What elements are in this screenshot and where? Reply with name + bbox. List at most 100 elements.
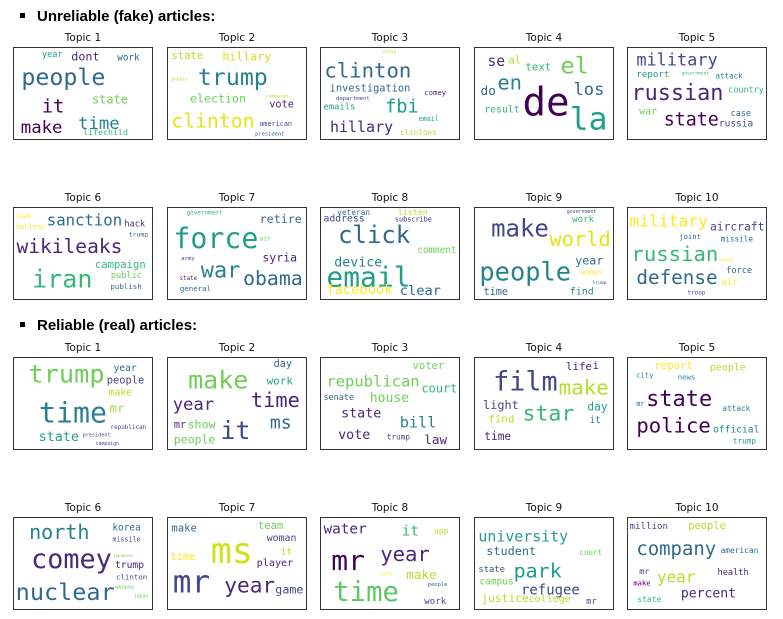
wordcloud-word: troop — [687, 289, 705, 296]
wordcloud-word: clintons — [400, 128, 437, 137]
wordcloud-word: people — [479, 256, 571, 286]
wordcloud-word: korea — [112, 523, 140, 534]
wordcloud-word: find — [488, 413, 514, 426]
wordcloud-word: company — [636, 538, 716, 560]
wordcloud-word: people — [174, 433, 216, 447]
bullet-icon — [20, 12, 25, 18]
wordcloud-word: fbi — [385, 97, 419, 118]
topic-title: Topic 7 — [218, 502, 256, 514]
wordcloud-word: comey — [31, 544, 112, 575]
wordcloud-word: time — [484, 430, 511, 443]
wordcloud-word: republican — [111, 424, 147, 431]
wordcloud-word: city — [380, 571, 393, 577]
wordcloud-word: it — [280, 546, 292, 557]
wordcloud-word: department — [336, 96, 370, 102]
wordcloud-word: mr — [173, 564, 210, 600]
wordcloud-word: people — [710, 363, 746, 374]
wordcloud-word: life — [566, 360, 592, 373]
topic-title: Topic 3 — [371, 342, 409, 354]
wordcloud-word: state — [180, 276, 198, 282]
wordcloud-word: joint — [679, 232, 701, 241]
wordcloud-word: day — [274, 359, 292, 370]
wordcloud-word: vote — [338, 428, 370, 443]
wordcloud-word: state — [646, 387, 712, 412]
wordcloud-word: make — [109, 387, 132, 398]
wordcloud-word: missile — [721, 234, 754, 243]
wordcloud-word: clinton — [324, 58, 411, 82]
wordcloud-word: dont — [71, 50, 99, 64]
wordcloud-word: government — [187, 209, 223, 216]
wordcloud-word: work — [572, 215, 595, 225]
wordcloud-word: military — [629, 212, 708, 231]
topic-title: Topic 9 — [525, 192, 563, 204]
wordcloud-word: show — [187, 417, 216, 431]
wordcloud-word: click — [338, 221, 411, 249]
wordcloud-word: campaign — [96, 441, 119, 447]
wordcloud-word: bill — [400, 413, 437, 431]
topic-title: Topic 2 — [218, 32, 256, 44]
wordcloud-word: vote — [269, 100, 294, 111]
wordcloud-word: trump — [115, 560, 144, 571]
wordcloud-word: mr — [639, 566, 649, 576]
wordcloud-word: player — [257, 558, 294, 569]
wordcloud-word: trump — [198, 64, 268, 91]
wordcloud-word: trump — [387, 432, 411, 441]
wordcloud-word: publish — [110, 282, 141, 291]
wordcloud-word: comey — [424, 88, 447, 97]
wordcloud-word: hack — [124, 219, 146, 229]
wordcloud-word: japan — [134, 593, 149, 599]
wordcloud-word: north — [29, 520, 89, 544]
wordcloud-word: investigation — [330, 82, 411, 94]
wordcloud-word: college — [528, 594, 570, 605]
wordcloud-word: year — [224, 572, 275, 597]
wordcloud-word: comment — [417, 245, 456, 256]
topic-title: Topic 10 — [675, 502, 719, 514]
wordcloud-word: country — [728, 84, 764, 94]
wordcloud-word: obama — [243, 267, 303, 290]
wordcloud-word: do — [481, 83, 496, 98]
wordcloud-canvas: government make work world year woman trump peo… — [474, 207, 614, 300]
wordcloud-word: make — [21, 118, 63, 138]
topic-title: Topic 3 — [371, 32, 409, 44]
wordcloud-word: campaign — [95, 259, 146, 271]
wordcloud-word: time — [333, 577, 399, 608]
wordcloud-word: people — [107, 374, 145, 386]
wordcloud-word: american — [259, 120, 292, 128]
wordcloud-canvas: water it app mr year city make time people work — [320, 517, 460, 610]
wordcloud-word: it — [402, 524, 419, 540]
topic-title: Topic 7 — [218, 192, 256, 204]
wordcloud-word: ms — [211, 531, 253, 572]
topic-title: Topic 8 — [371, 192, 409, 204]
wordcloud-word: clear — [400, 283, 441, 299]
wordcloud-word: system — [719, 257, 734, 262]
wordcloud-word: people — [171, 76, 188, 82]
wordcloud-word: iran — [32, 264, 92, 293]
wordcloud-word: health — [718, 568, 749, 578]
wordcloud-word: case — [731, 108, 751, 118]
topic-title: Topic 9 — [525, 502, 563, 514]
wordcloud-word: year — [657, 568, 695, 587]
wordcloud-word: make — [491, 214, 549, 242]
wordcloud-word: veteran — [337, 208, 370, 217]
wordcloud-word: work — [267, 375, 294, 388]
wordcloud-word: make — [406, 567, 436, 582]
wordcloud-word: nuclear — [16, 222, 46, 231]
wordcloud-word: address — [323, 214, 364, 225]
wordcloud-word: state — [92, 92, 128, 106]
wordcloud-word: time — [78, 114, 120, 134]
wordcloud-word: emails — [323, 103, 355, 113]
wordcloud-word: public — [111, 271, 142, 281]
wordcloud-word: state — [664, 109, 719, 130]
wordcloud-word: russian — [631, 242, 718, 266]
wordcloud-canvas: leak sanction hack trump wikileaks nuclear cam… — [13, 207, 153, 300]
wordcloud-word: russia — [719, 118, 753, 129]
topic-title: Topic 8 — [371, 502, 409, 514]
wordcloud-word: state — [171, 50, 203, 62]
wordcloud-word: senate — [323, 392, 353, 402]
